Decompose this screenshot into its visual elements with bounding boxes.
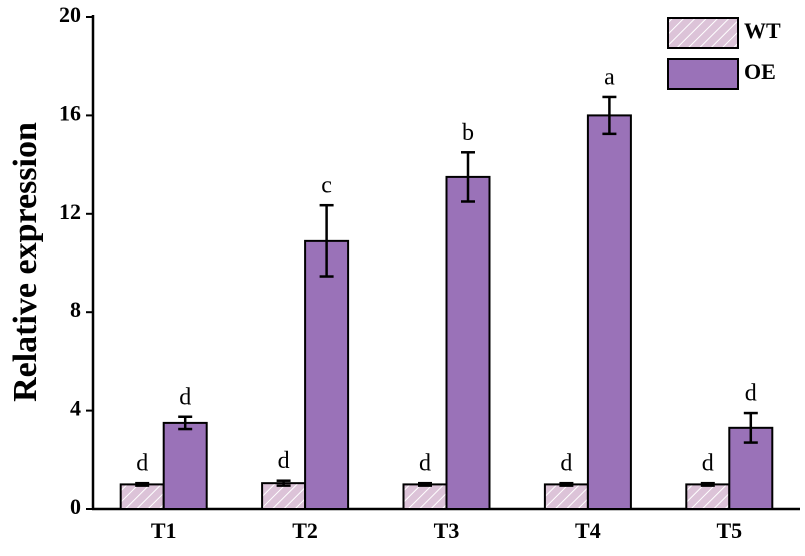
error-bar	[461, 151, 475, 203]
bar	[402, 483, 448, 510]
bar	[445, 175, 491, 510]
error-bar	[319, 203, 334, 278]
bar	[162, 421, 208, 510]
legend-label: OE	[744, 59, 776, 84]
y-tick-label: 0	[70, 494, 81, 519]
y-tick-label: 4	[70, 396, 81, 421]
significance-letter: d	[179, 384, 191, 410]
significance-letter: d	[419, 451, 431, 477]
legend-swatch	[667, 17, 739, 49]
x-tick-label: T4	[575, 518, 601, 543]
error-bar	[135, 481, 150, 487]
y-tick-label: 20	[59, 2, 81, 27]
x-tick-label: T1	[151, 518, 177, 543]
y-tick-label: 12	[59, 199, 81, 224]
bar	[685, 483, 731, 510]
legend-swatch	[667, 58, 739, 90]
bar	[543, 483, 589, 510]
x-tick-label: T3	[434, 518, 460, 543]
bar	[586, 114, 632, 511]
significance-letter: d	[136, 451, 148, 477]
significance-letter: a	[604, 64, 615, 90]
x-tick-label: T5	[716, 518, 742, 543]
significance-letter: d	[278, 448, 290, 474]
legend-label: WT	[744, 18, 781, 43]
significance-letter: d	[702, 451, 714, 477]
error-bar	[178, 415, 193, 431]
y-axis-label: Relative expression	[7, 122, 44, 402]
significance-letter: d	[745, 381, 757, 407]
bar	[261, 482, 307, 511]
error-bar	[743, 411, 758, 444]
significance-letter: c	[321, 173, 332, 199]
error-bar	[418, 481, 432, 487]
error-bar	[602, 95, 617, 136]
error-bar	[700, 481, 715, 487]
significance-letter: d	[560, 451, 572, 477]
error-bar	[559, 481, 574, 487]
significance-letter: b	[462, 120, 474, 146]
x-tick-label: T2	[292, 518, 318, 543]
y-tick-label: 8	[70, 297, 81, 322]
bar	[304, 239, 350, 511]
bar	[119, 483, 165, 510]
y-tick-label: 16	[59, 100, 81, 125]
error-bar	[276, 479, 291, 487]
